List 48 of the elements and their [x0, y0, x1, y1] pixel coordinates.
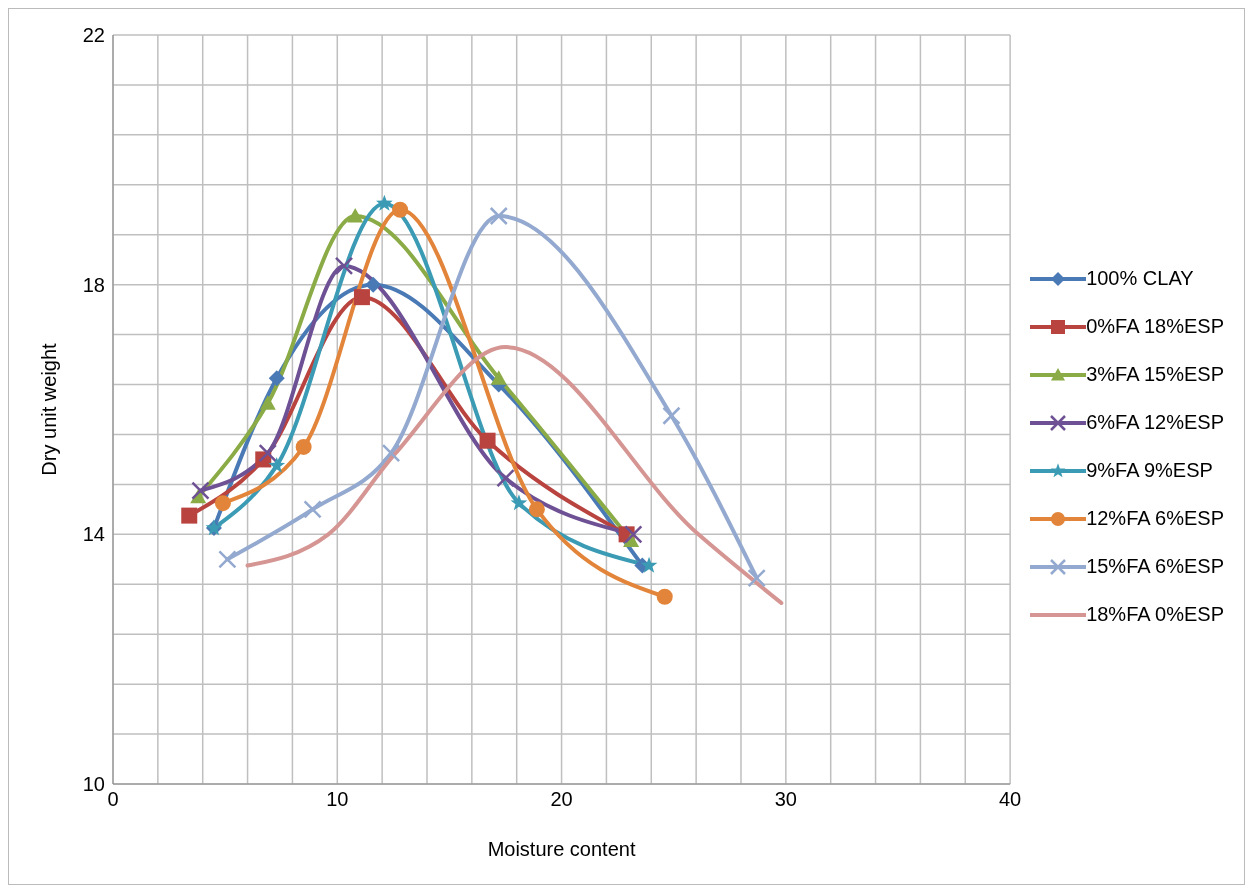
point: [334, 256, 354, 276]
x-tick-label: 0: [107, 788, 119, 811]
legend-label: 0%FA 18%ESP: [1086, 315, 1224, 338]
point: [528, 501, 545, 518]
point: [303, 500, 322, 519]
point: [258, 443, 277, 463]
point: [268, 456, 286, 473]
point: [347, 208, 364, 223]
point: [353, 289, 370, 306]
y-tick-label: 14: [82, 523, 105, 546]
x-tick-label: 30: [774, 788, 797, 811]
legend-label: 18%FA 0%ESP: [1086, 603, 1224, 626]
legend-label: 6%FA 12%ESP: [1086, 411, 1224, 434]
y-axis-title: Dry unit weight: [38, 342, 61, 476]
point: [295, 438, 312, 455]
x-axis-title: Moisture content: [487, 838, 636, 860]
point: [662, 406, 681, 425]
point: [747, 568, 766, 588]
point: [259, 395, 276, 410]
point: [268, 370, 285, 387]
y-tick-label: 22: [82, 24, 105, 47]
legend-label: 15%FA 6%ESP: [1086, 555, 1224, 578]
x-tick-label: 10: [326, 788, 349, 811]
x-tick-label: 40: [999, 788, 1022, 811]
point: [181, 507, 198, 524]
point: [496, 468, 515, 488]
point: [392, 201, 409, 218]
legend-label: 9%FA 9%ESP: [1086, 459, 1213, 482]
point: [218, 550, 237, 569]
point: [191, 481, 210, 500]
point: [490, 370, 507, 385]
point: [214, 495, 231, 512]
y-tick-label: 10: [82, 773, 105, 796]
point: [365, 276, 382, 293]
legend-label: 12%FA 6%ESP: [1086, 507, 1224, 530]
point: [479, 432, 496, 449]
point: [376, 194, 393, 211]
point: [381, 443, 401, 463]
point: [624, 525, 643, 544]
point: [640, 556, 658, 573]
point: [489, 206, 509, 226]
line-series: [245, 345, 784, 605]
legend-label: 3%FA 15%ESP: [1086, 363, 1224, 386]
point: [656, 588, 673, 605]
legend-label: 100% CLAY: [1086, 267, 1194, 290]
point: [510, 494, 528, 511]
y-tick-label: 18: [82, 273, 105, 296]
x-tick-label: 20: [550, 788, 573, 811]
